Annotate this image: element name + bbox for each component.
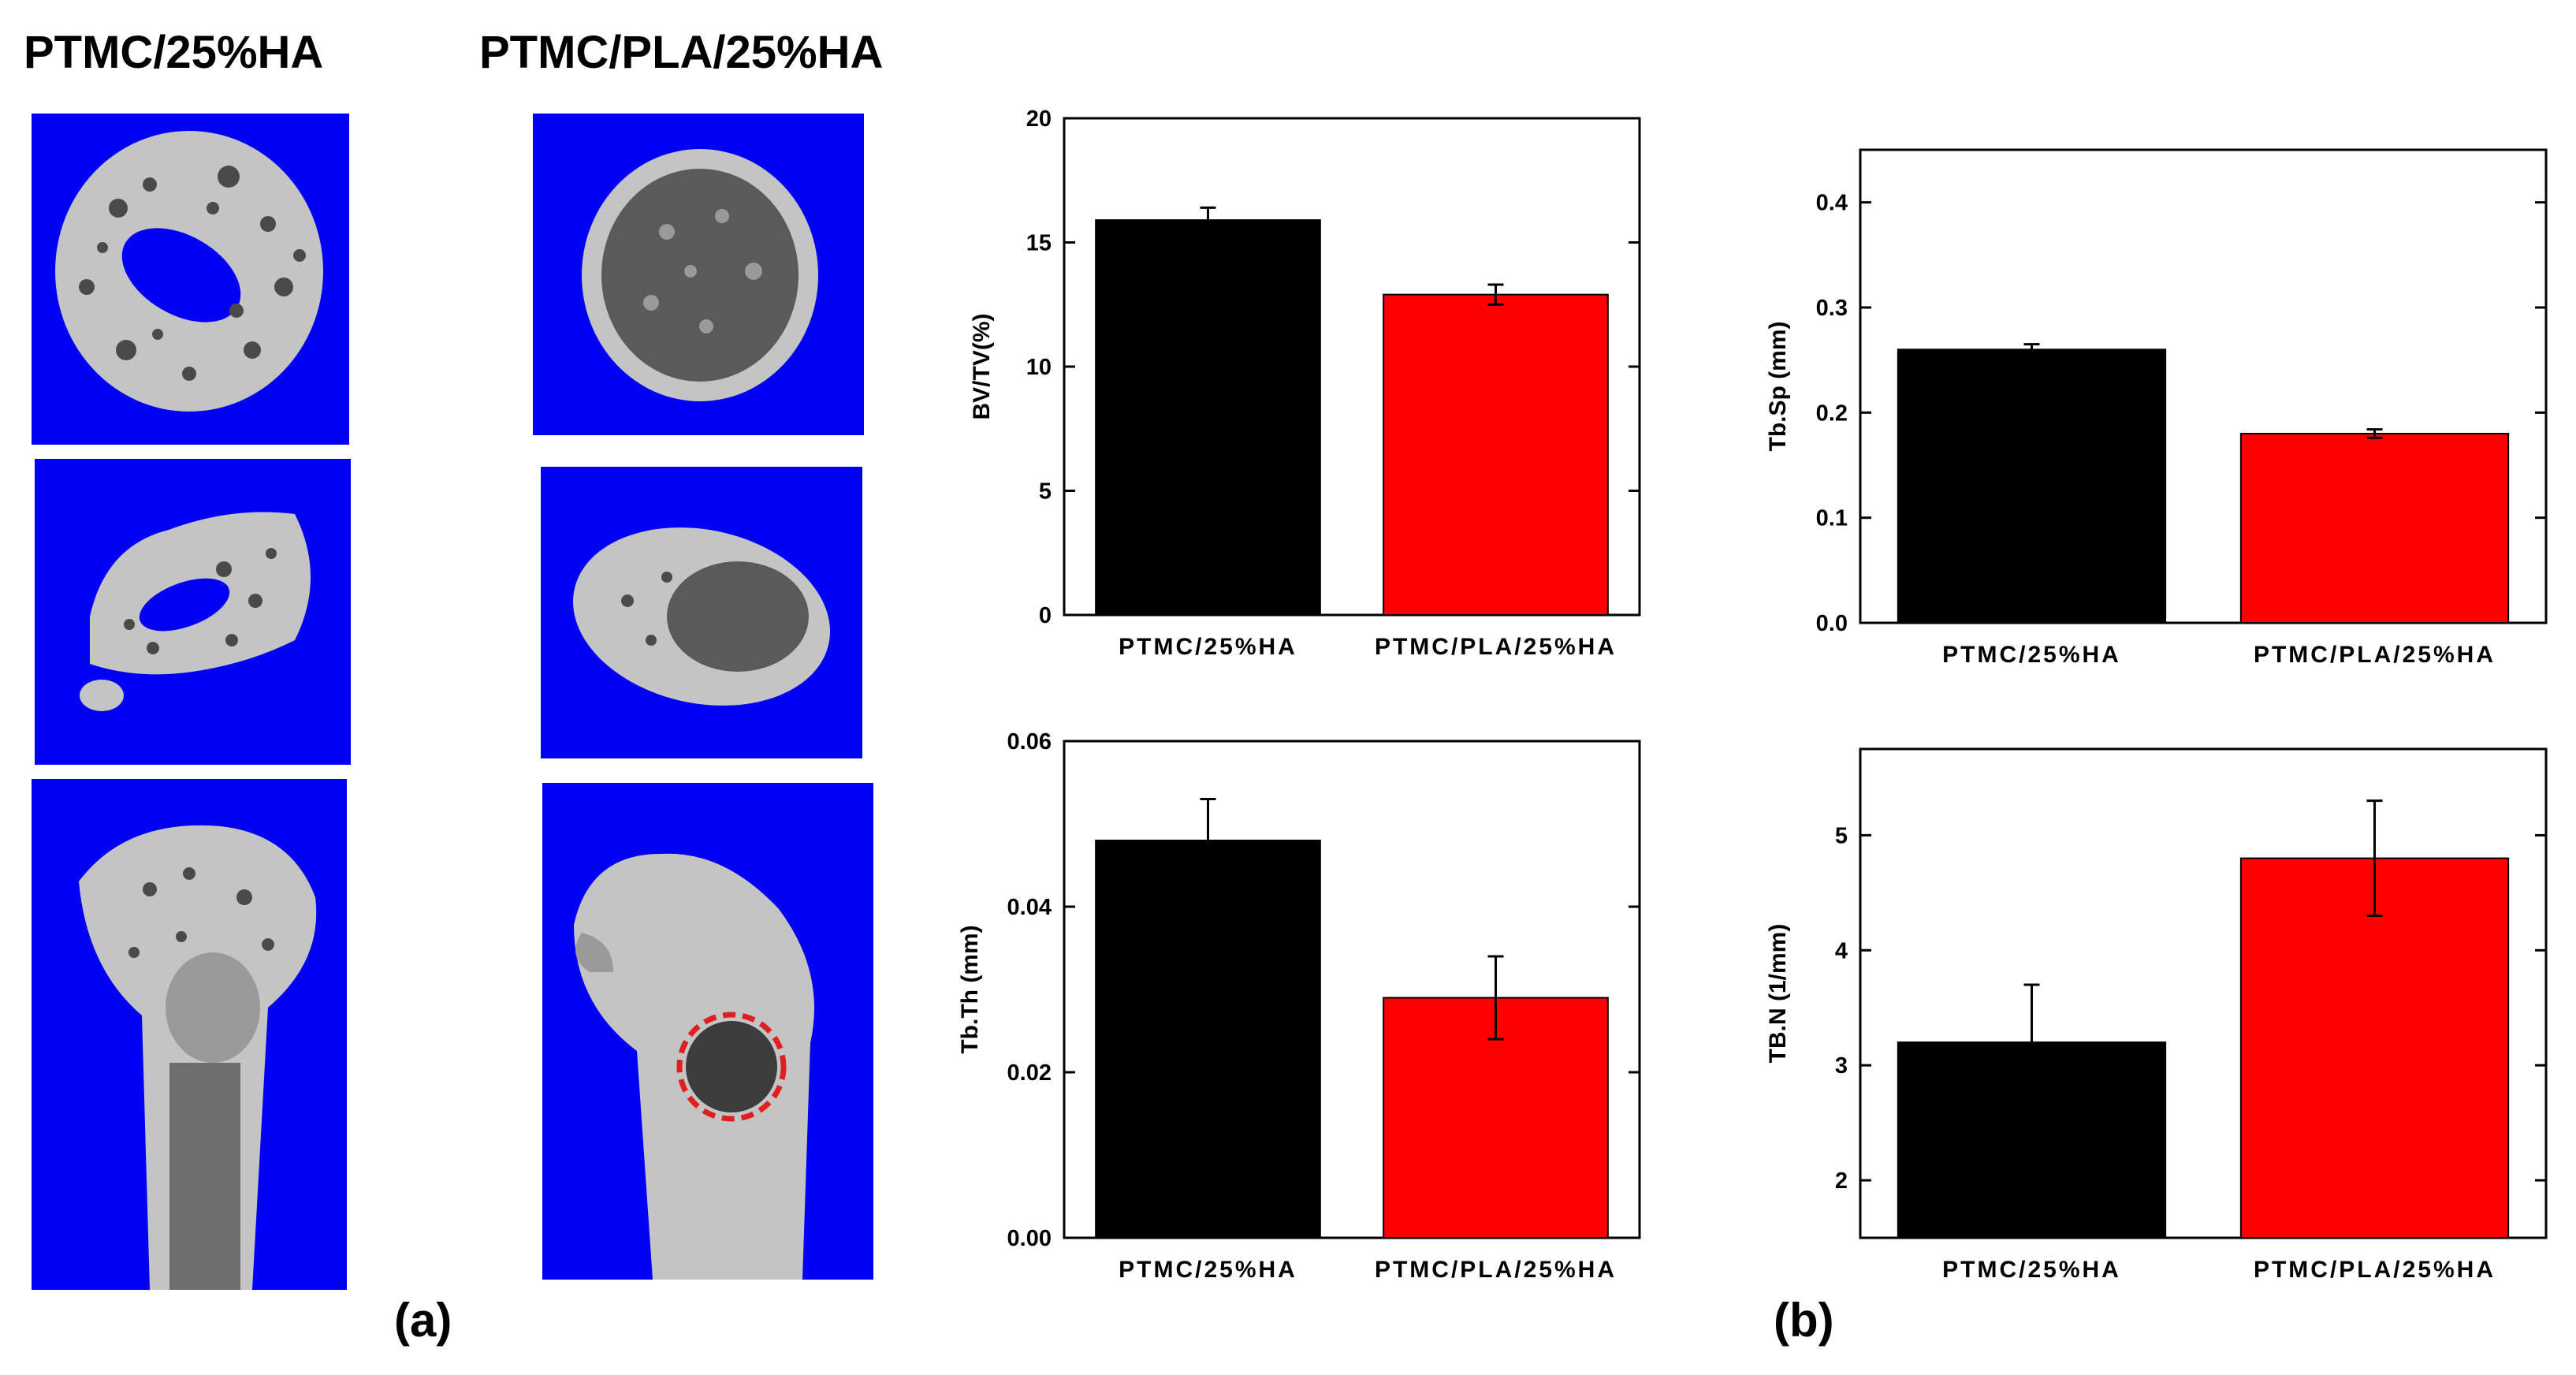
panel-label-a: (a) <box>394 1294 452 1347</box>
y-axis-label: Tb.Th (mm) <box>957 925 983 1053</box>
chart-tb-th: 0.00 0.02 0.04 0.06 Tb.Th (mm) PTMC/25%HA PTMC… <box>930 717 1734 1317</box>
microct-left-cross-section <box>32 114 349 445</box>
y-axis-label: Tb.Sp (mm) <box>1765 322 1791 452</box>
category-label-1: PTMC/PLA/25%HA <box>2254 1257 2496 1283</box>
y-tick-label: 0 <box>1039 603 1052 628</box>
y-tick-label: 2 <box>1835 1168 1848 1194</box>
y-axis-label: BV/TV(%) <box>969 314 995 420</box>
y-tick-label: 3 <box>1835 1053 1848 1079</box>
bar-0 <box>1095 840 1321 1239</box>
defect-marker-ring <box>676 1012 787 1122</box>
category-label-1: PTMC/PLA/25%HA <box>1375 1257 1617 1283</box>
bar-1 <box>2239 857 2510 1239</box>
chart-tb-sp: 0.0 0.1 0.2 0.3 0.4 Tb.Sp (mm) PTMC/25%HA PTMC/… <box>1742 126 2570 710</box>
column-title-ptmc-25ha: PTMC/25%HA <box>24 27 324 78</box>
bar-1 <box>1383 293 1609 616</box>
y-tick-label: 0.2 <box>1816 401 1848 426</box>
category-label-0: PTMC/25%HA <box>1119 634 1297 660</box>
microct-right-longitudinal-section <box>542 783 873 1280</box>
bar-0 <box>1897 348 2167 624</box>
y-tick-label: 0.1 <box>1816 506 1848 531</box>
microct-left-longitudinal-section <box>32 779 347 1290</box>
category-label-0: PTMC/25%HA <box>1942 642 2121 668</box>
category-label-0: PTMC/25%HA <box>1119 1257 1297 1283</box>
category-label-1: PTMC/PLA/25%HA <box>2254 642 2496 668</box>
y-tick-label: 0.04 <box>1007 895 1052 920</box>
y-tick-label: 15 <box>1026 231 1052 256</box>
category-label-0: PTMC/25%HA <box>1942 1257 2121 1283</box>
chart-bv-tv: 0 5 10 15 20 BV/TV(%) PTMC/25%HA PTMC/PLA/25%HA <box>946 95 1734 678</box>
y-tick-label: 4 <box>1835 938 1848 963</box>
y-tick-label: 0.4 <box>1816 191 1848 216</box>
y-tick-label: 0.3 <box>1816 296 1848 321</box>
y-tick-label: 20 <box>1026 106 1052 132</box>
microct-right-oblique-section <box>541 467 862 758</box>
y-tick-label: 10 <box>1026 355 1052 380</box>
microct-left-oblique-section <box>35 459 351 765</box>
microct-right-cross-section <box>533 114 864 435</box>
y-tick-label: 5 <box>1835 823 1848 848</box>
chart-tb-n: 2 3 4 5 TB.N (1/mm) PTMC/25%HA PTMC/PLA/25%HA <box>1742 725 2570 1309</box>
y-tick-label: 0.06 <box>1007 729 1052 755</box>
bar-0 <box>1095 219 1321 616</box>
y-axis-label: TB.N (1/mm) <box>1765 924 1791 1064</box>
axis-frame <box>1859 747 2548 1239</box>
column-title-ptmc-pla-25ha: PTMC/PLA/25%HA <box>479 27 884 78</box>
bar-1 <box>2239 433 2510 624</box>
axis-frame <box>1859 148 2548 624</box>
category-label-1: PTMC/PLA/25%HA <box>1375 634 1617 660</box>
y-tick-label: 0.00 <box>1007 1226 1052 1251</box>
y-tick-label: 0.02 <box>1007 1060 1052 1086</box>
y-tick-label: 5 <box>1039 479 1052 505</box>
axis-frame <box>1063 740 1641 1239</box>
y-tick-label: 0.0 <box>1816 611 1848 636</box>
panel-label-b: (b) <box>1774 1294 1834 1347</box>
